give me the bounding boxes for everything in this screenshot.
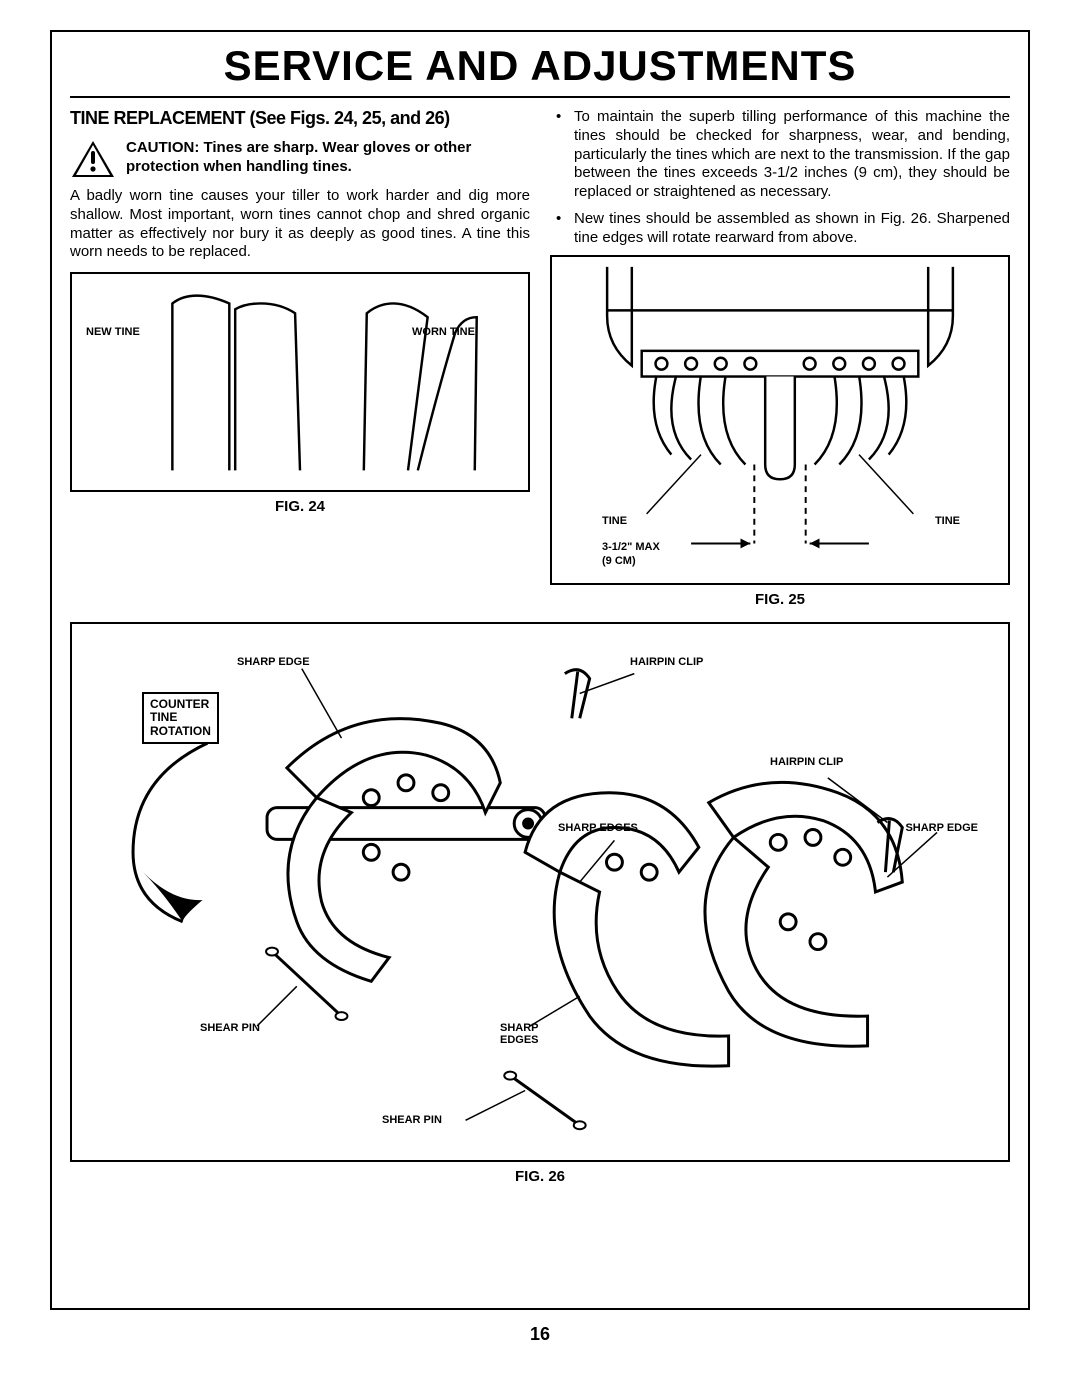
fig25-label-tine-r: TINE	[935, 515, 960, 527]
fig26-shear-pin-l: SHEAR PIN	[200, 1022, 260, 1034]
figure-26: SHARP EDGE COUNTER TINE ROTATION HAIRPIN…	[70, 622, 1010, 1162]
fig25-label-max: 3-1/2" MAX	[602, 541, 660, 553]
page-title: SERVICE AND ADJUSTMENTS	[70, 42, 1010, 98]
fig26-caption: FIG. 26	[70, 1168, 1010, 1185]
fig26-hairpin-r: HAIRPIN CLIP	[770, 756, 843, 768]
fig24-caption: FIG. 24	[70, 498, 530, 515]
fig26-sharp-edges-c: SHARP EDGES	[558, 822, 638, 834]
fig25-caption: FIG. 25	[550, 591, 1010, 608]
fig26-shear-pin-b: SHEAR PIN	[382, 1114, 442, 1126]
caution-text: CAUTION: Tines are sharp. Wear gloves or…	[126, 139, 530, 177]
fig26-sharp-edges-b: SHARP EDGES	[500, 1022, 539, 1046]
upper-columns: TINE REPLACEMENT (See Figs. 24, 25, and …	[70, 108, 1010, 608]
fig25-label-cm: (9 CM)	[602, 555, 636, 567]
fig26-sharp-edge-r: SHARP EDGE	[905, 822, 978, 834]
warning-icon	[70, 139, 116, 179]
intro-paragraph: A badly worn tine causes your tiller to …	[70, 187, 530, 262]
fig24-label-new: NEW TINE	[86, 326, 140, 338]
right-column: To maintain the superb tilling performan…	[550, 108, 1010, 608]
figure-26-wrap: SHARP EDGE COUNTER TINE ROTATION HAIRPIN…	[70, 622, 1010, 1185]
bullet-1: To maintain the superb tilling performan…	[550, 108, 1010, 202]
fig26-hairpin-t: HAIRPIN CLIP	[630, 656, 703, 668]
figure-25: TINE TINE 3-1/2" MAX (9 CM)	[550, 255, 1010, 585]
section-heading: TINE REPLACEMENT (See Figs. 24, 25, and …	[70, 108, 530, 129]
page-frame: SERVICE AND ADJUSTMENTS TINE REPLACEMENT…	[50, 30, 1030, 1310]
page-number: 16	[50, 1324, 1030, 1345]
fig26-counter-box: COUNTER TINE ROTATION	[142, 692, 219, 744]
caution-block: CAUTION: Tines are sharp. Wear gloves or…	[70, 139, 530, 179]
fig26-sharp-edge-tl: SHARP EDGE	[237, 656, 310, 668]
figure-24: NEW TINE WORN TINE	[70, 272, 530, 492]
fig25-label-tine-l: TINE	[602, 515, 627, 527]
left-column: TINE REPLACEMENT (See Figs. 24, 25, and …	[70, 108, 530, 608]
fig24-label-worn: WORN TINE	[412, 326, 475, 338]
bullet-2: New tines should be assembled as shown i…	[550, 210, 1010, 248]
